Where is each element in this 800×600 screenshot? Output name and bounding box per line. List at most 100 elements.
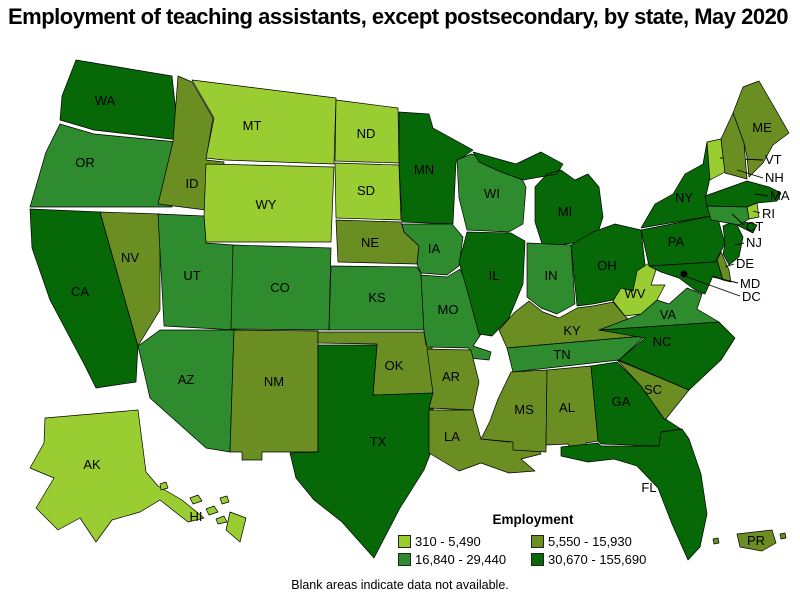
legend-swatch-0 (398, 535, 411, 548)
state-label-al: AL (559, 400, 575, 415)
state-label-nv: NV (121, 250, 139, 265)
state-me (732, 80, 790, 178)
state-nv (99, 211, 161, 347)
state-label-ks: KS (368, 290, 386, 305)
state-label-fl: FL (641, 480, 656, 495)
state-label-mn: MN (414, 162, 434, 177)
state-label-mt: MT (243, 118, 262, 133)
legend-items: 310 - 5,490 5,550 - 15,930 16,840 - 29,440… (398, 534, 678, 567)
state-tx (289, 344, 435, 559)
state-az (137, 329, 235, 453)
state-mi (472, 151, 604, 248)
state-label-id: ID (186, 176, 199, 191)
state-label-oh: OH (597, 258, 617, 273)
state-nm (229, 329, 319, 461)
leader-line-de (724, 263, 735, 268)
legend-item-2: 16,840 - 29,440 (398, 552, 531, 567)
state-label-il: IL (489, 268, 500, 283)
state-label-nj: NJ (746, 235, 762, 250)
state-label-sc: SC (644, 382, 662, 397)
state-mo (420, 268, 492, 361)
legend-item-1: 5,550 - 15,930 (531, 534, 678, 549)
state-nc (598, 321, 736, 391)
state-label-tn: TN (553, 347, 570, 362)
state-label-ok: OK (385, 358, 404, 373)
state-label-md: MD (740, 276, 760, 291)
state-label-wa: WA (95, 93, 116, 108)
state-dc-marker (680, 270, 688, 278)
state-il (458, 231, 526, 337)
state-label-mi: MI (558, 204, 572, 219)
footnote: Blank areas indicate data not available. (291, 578, 509, 592)
state-label-hi: HI (190, 509, 203, 524)
state-label-ar: AR (442, 369, 460, 384)
state-pr (712, 529, 787, 552)
legend-title: Employment (492, 512, 574, 527)
state-wv (612, 262, 666, 317)
leader-line-nh (736, 169, 764, 179)
state-label-pa: PA (668, 234, 685, 249)
state-label-va: VA (660, 307, 677, 322)
state-hi (159, 481, 247, 543)
state-label-nc: NC (653, 334, 672, 349)
state-label-co: CO (270, 280, 290, 295)
legend: Employment 310 - 5,490 5,550 - 15,930 16,8… (398, 512, 678, 567)
state-fl (560, 428, 708, 561)
state-wa (59, 59, 180, 141)
state-label-wy: WY (256, 197, 277, 212)
state-wy (203, 163, 335, 243)
legend-swatch-2 (398, 553, 411, 566)
state-label-az: AZ (178, 372, 195, 387)
state-label-ca: CA (71, 284, 89, 299)
state-ia (401, 223, 464, 276)
state-label-tx: TX (370, 434, 387, 449)
legend-swatch-3 (531, 553, 544, 566)
state-label-nh: NH (765, 170, 784, 185)
state-label-ia: IA (428, 241, 441, 256)
state-label-ct: CT (746, 219, 763, 234)
state-label-or: OR (75, 155, 95, 170)
leader-line-ct (731, 213, 745, 226)
state-label-wv: WV (625, 286, 646, 301)
state-label-mo: MO (438, 302, 459, 317)
state-label-ny: NY (675, 190, 693, 205)
state-or (29, 123, 179, 208)
state-mt (191, 79, 337, 165)
state-mn (398, 111, 474, 225)
leader-line-md (712, 276, 739, 284)
state-label-ma: MA (770, 188, 790, 203)
state-label-ut: UT (183, 268, 200, 283)
figure-title: Employment of teaching assistants, excep… (8, 4, 789, 29)
state-label-me: ME (752, 120, 772, 135)
state-nj (722, 220, 744, 266)
state-label-sd: SD (357, 183, 375, 198)
state-label-ky: KY (563, 323, 581, 338)
state-label-in: IN (545, 268, 558, 283)
leader-line-ma (754, 193, 769, 197)
legend-range-label-2: 16,840 - 29,440 (415, 552, 507, 567)
state-label-de: DE (736, 256, 754, 271)
legend-swatch-1 (531, 535, 544, 548)
state-label-ne: NE (361, 235, 379, 250)
legend-item-0: 310 - 5,490 (398, 534, 531, 549)
state-label-wi: WI (484, 186, 500, 201)
state-nh (720, 112, 748, 180)
legend-range-label-1: 5,550 - 15,930 (548, 534, 632, 549)
legend-range-label-3: 30,670 - 155,690 (548, 552, 647, 567)
state-ak (29, 409, 205, 543)
leader-line-dc (686, 276, 741, 297)
state-sd (334, 162, 402, 221)
state-label-ri: RI (762, 206, 775, 221)
state-label-ms: MS (514, 402, 534, 417)
state-label-ak: AK (83, 457, 101, 472)
legend-item-3: 30,670 - 155,690 (531, 552, 678, 567)
state-label-pr: PR (747, 533, 765, 548)
leader-line-nj (734, 242, 745, 246)
legend-range-label-0: 310 - 5,490 (415, 534, 481, 549)
state-label-ga: GA (612, 394, 631, 409)
state-label-nd: ND (357, 126, 376, 141)
state-label-dc: DC (742, 289, 761, 304)
state-label-nm: NM (264, 374, 284, 389)
